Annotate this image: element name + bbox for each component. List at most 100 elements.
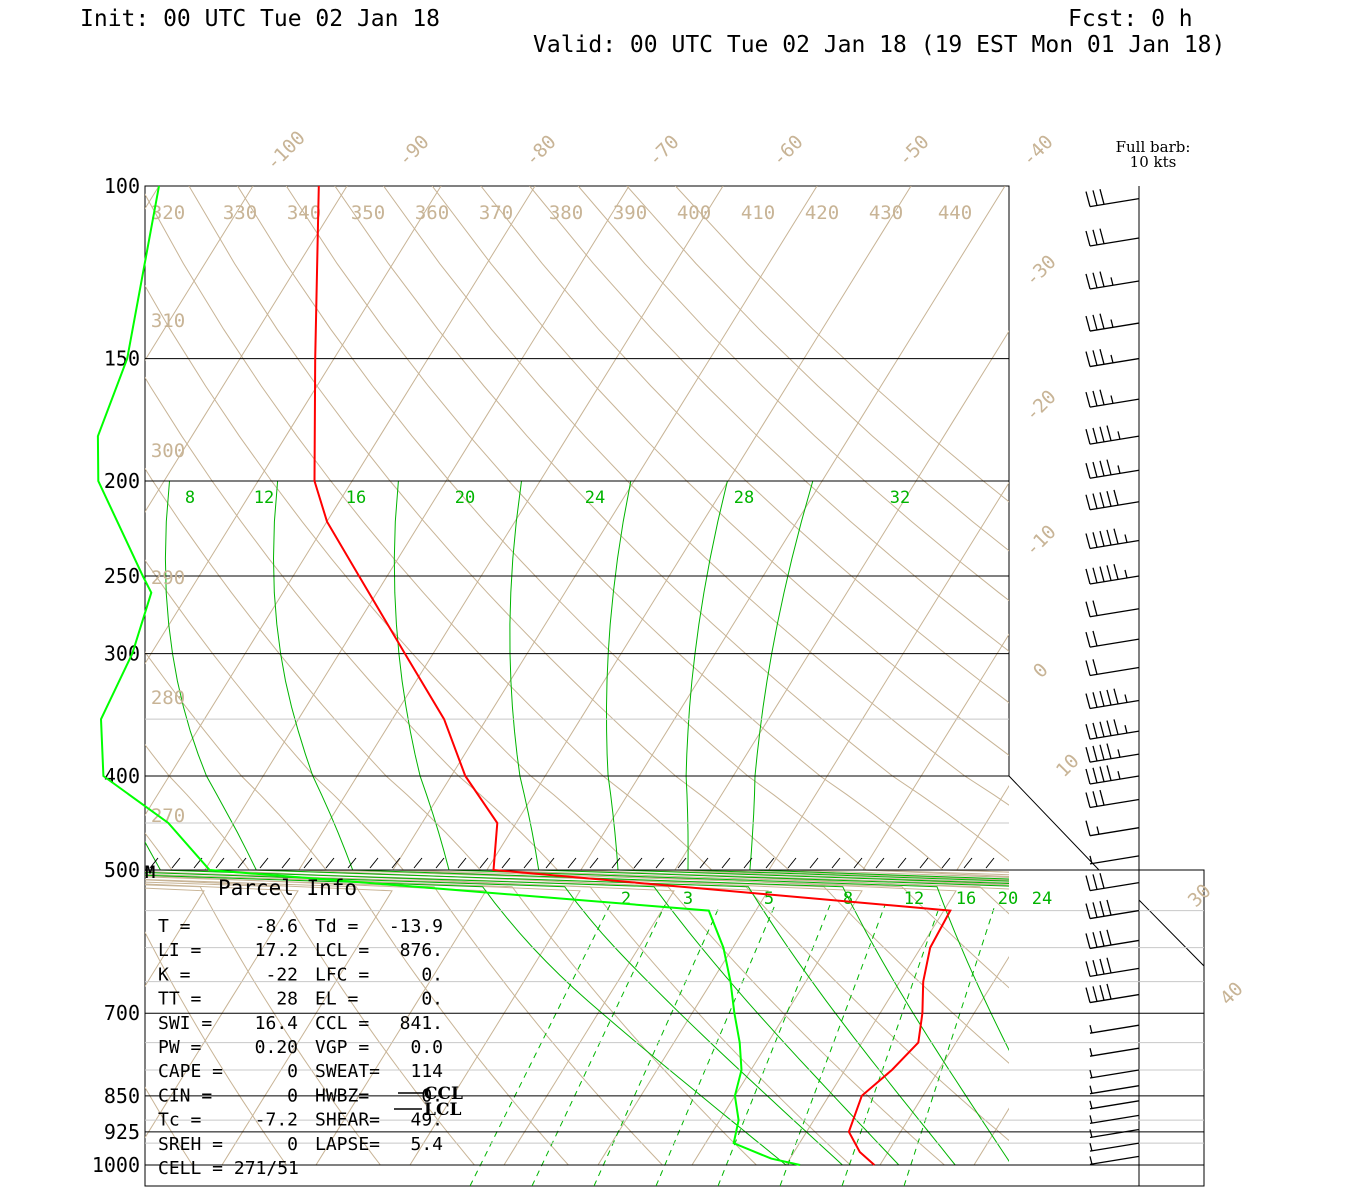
- isotherm-label: -100: [262, 127, 310, 175]
- wind-barb: [1085, 873, 1140, 892]
- wind-barb-flag: [1085, 533, 1091, 549]
- theta-label: 320: [151, 202, 185, 224]
- theta-e-label: 28: [734, 488, 754, 508]
- wind-barb: [1085, 688, 1140, 710]
- wind-barb-flag: [1113, 528, 1119, 544]
- wind-barb: [1085, 820, 1140, 837]
- wind-barb-shaft: [1089, 398, 1140, 408]
- wind-barb-flag: [1092, 986, 1098, 1002]
- hatch-mark: [589, 857, 599, 869]
- wind-barb-flag: [1106, 720, 1112, 736]
- theta-label: 400: [677, 202, 711, 224]
- wind-barb-half-flag: [1089, 1048, 1093, 1057]
- wind-barb-flag: [1092, 600, 1098, 616]
- isotherm-line: [392, 186, 863, 1166]
- wind-barb-shaft: [1089, 775, 1140, 785]
- wind-barb-shaft: [1089, 1114, 1140, 1125]
- wind-barb-flag: [1106, 957, 1112, 973]
- hatch-mark: [523, 857, 533, 869]
- wind-barb: [1085, 743, 1140, 763]
- wind-barb-shaft: [1089, 1085, 1140, 1095]
- hatch-mark: [875, 857, 885, 869]
- wind-barb-flag: [1085, 693, 1091, 709]
- dry-adiabat-line: [383, 186, 1009, 806]
- dry-adiabat-line: [145, 931, 287, 1166]
- pressure-label: 925: [104, 1120, 140, 1144]
- wind-barb-flag: [1099, 930, 1105, 947]
- isotherm-label: 10: [1052, 750, 1084, 782]
- hatch-mark: [787, 857, 797, 869]
- parcel-info-cell: 0.: [421, 989, 443, 1010]
- wind-barb-shaft: [1089, 237, 1140, 247]
- wind-barb-flag: [1092, 630, 1098, 647]
- hatch-mark: [655, 857, 665, 869]
- wind-barb-flag: [1092, 229, 1098, 245]
- wind-barb-shaft: [1089, 666, 1140, 677]
- wind-barb-flag: [1092, 493, 1098, 509]
- wind-barb-flag: [1092, 390, 1098, 407]
- pressure-label: 200: [104, 469, 140, 493]
- dry-adiabat-line: [285, 186, 1009, 873]
- parcel-info-cell: VGP =: [315, 1037, 369, 1058]
- wind-barb: [1085, 659, 1140, 677]
- wind-barb-shaft: [1089, 1128, 1140, 1139]
- wind-barb-shaft: [1089, 939, 1140, 950]
- wind-barb-flag: [1092, 659, 1098, 675]
- parcel-info-cell: EL =: [315, 989, 359, 1010]
- lower-frame: [144, 869, 1205, 1187]
- isotherm-label: -10: [1021, 521, 1061, 561]
- wind-barb-shaft: [1089, 881, 1140, 892]
- wind-barb-flag: [1113, 564, 1119, 580]
- wind-barb-flag: [1113, 489, 1119, 506]
- barb-key-title: Full barb:: [1116, 138, 1191, 156]
- valid-time: Valid: 00 UTC Tue 02 Jan 18 (19 EST Mon …: [533, 32, 1225, 58]
- wind-barb-half-flag: [1110, 319, 1114, 328]
- wind-barb-flag: [1092, 567, 1098, 583]
- wind-barb-half-flag: [1117, 771, 1121, 780]
- pressure-label: 700: [104, 1001, 140, 1025]
- parcel-info-cell: -8.6: [255, 916, 298, 937]
- theta-e-label: 32: [890, 488, 910, 508]
- wind-barb-flag: [1085, 601, 1091, 617]
- hatch-mark: [853, 857, 863, 869]
- parcel-info-cell: 114: [410, 1061, 443, 1082]
- wind-barb: [1089, 1024, 1140, 1034]
- wind-barb-half-flag: [1110, 395, 1114, 404]
- dry-adiabat-line: [675, 186, 1009, 503]
- dry-adiabat-line: [431, 186, 1009, 756]
- hatch-mark: [259, 857, 269, 869]
- isotherm-line: [0, 186, 16, 1165]
- wind-barb-flag: [1085, 792, 1091, 808]
- wind-barb-flag: [1092, 692, 1098, 708]
- wind-barb: [1085, 899, 1140, 920]
- wind-barb-shaft: [1089, 730, 1140, 740]
- wind-barb: [1085, 271, 1140, 290]
- wind-barb-flag: [1099, 313, 1105, 329]
- theta-label: 360: [415, 202, 449, 224]
- wind-barb-flag: [1099, 530, 1105, 547]
- wind-barb-shaft: [1089, 197, 1140, 208]
- wind-barb-flag: [1092, 791, 1098, 807]
- hatch-mark: [633, 857, 643, 869]
- wind-barb-flag: [1085, 315, 1091, 332]
- wind-barb-shaft: [1089, 469, 1140, 479]
- wind-barb-flag: [1099, 984, 1105, 1001]
- parcel-info-cell: TT =: [158, 989, 202, 1010]
- wind-barb: [1089, 1085, 1140, 1095]
- parcel-info-cell: SHEAR=: [315, 1110, 380, 1131]
- wind-barb-shaft: [1089, 280, 1140, 290]
- isotherm-line: [674, 330, 1009, 1166]
- wind-barb-shaft: [1089, 798, 1140, 809]
- mixing-ratio-line: [469, 904, 611, 1186]
- parcel-info-cell: 17.2: [255, 940, 298, 961]
- wind-barb: [1085, 189, 1140, 208]
- wind-barb-shaft: [1089, 322, 1140, 332]
- wind-barb-flag: [1106, 490, 1112, 507]
- parcel-info-cell: Tc =: [158, 1110, 202, 1131]
- hatch-mark: [831, 857, 841, 869]
- wind-barb-shaft: [1089, 575, 1140, 585]
- wind-barb-flag: [1106, 689, 1112, 706]
- hatch-mark: [325, 857, 335, 869]
- hatch-mark: [281, 857, 291, 869]
